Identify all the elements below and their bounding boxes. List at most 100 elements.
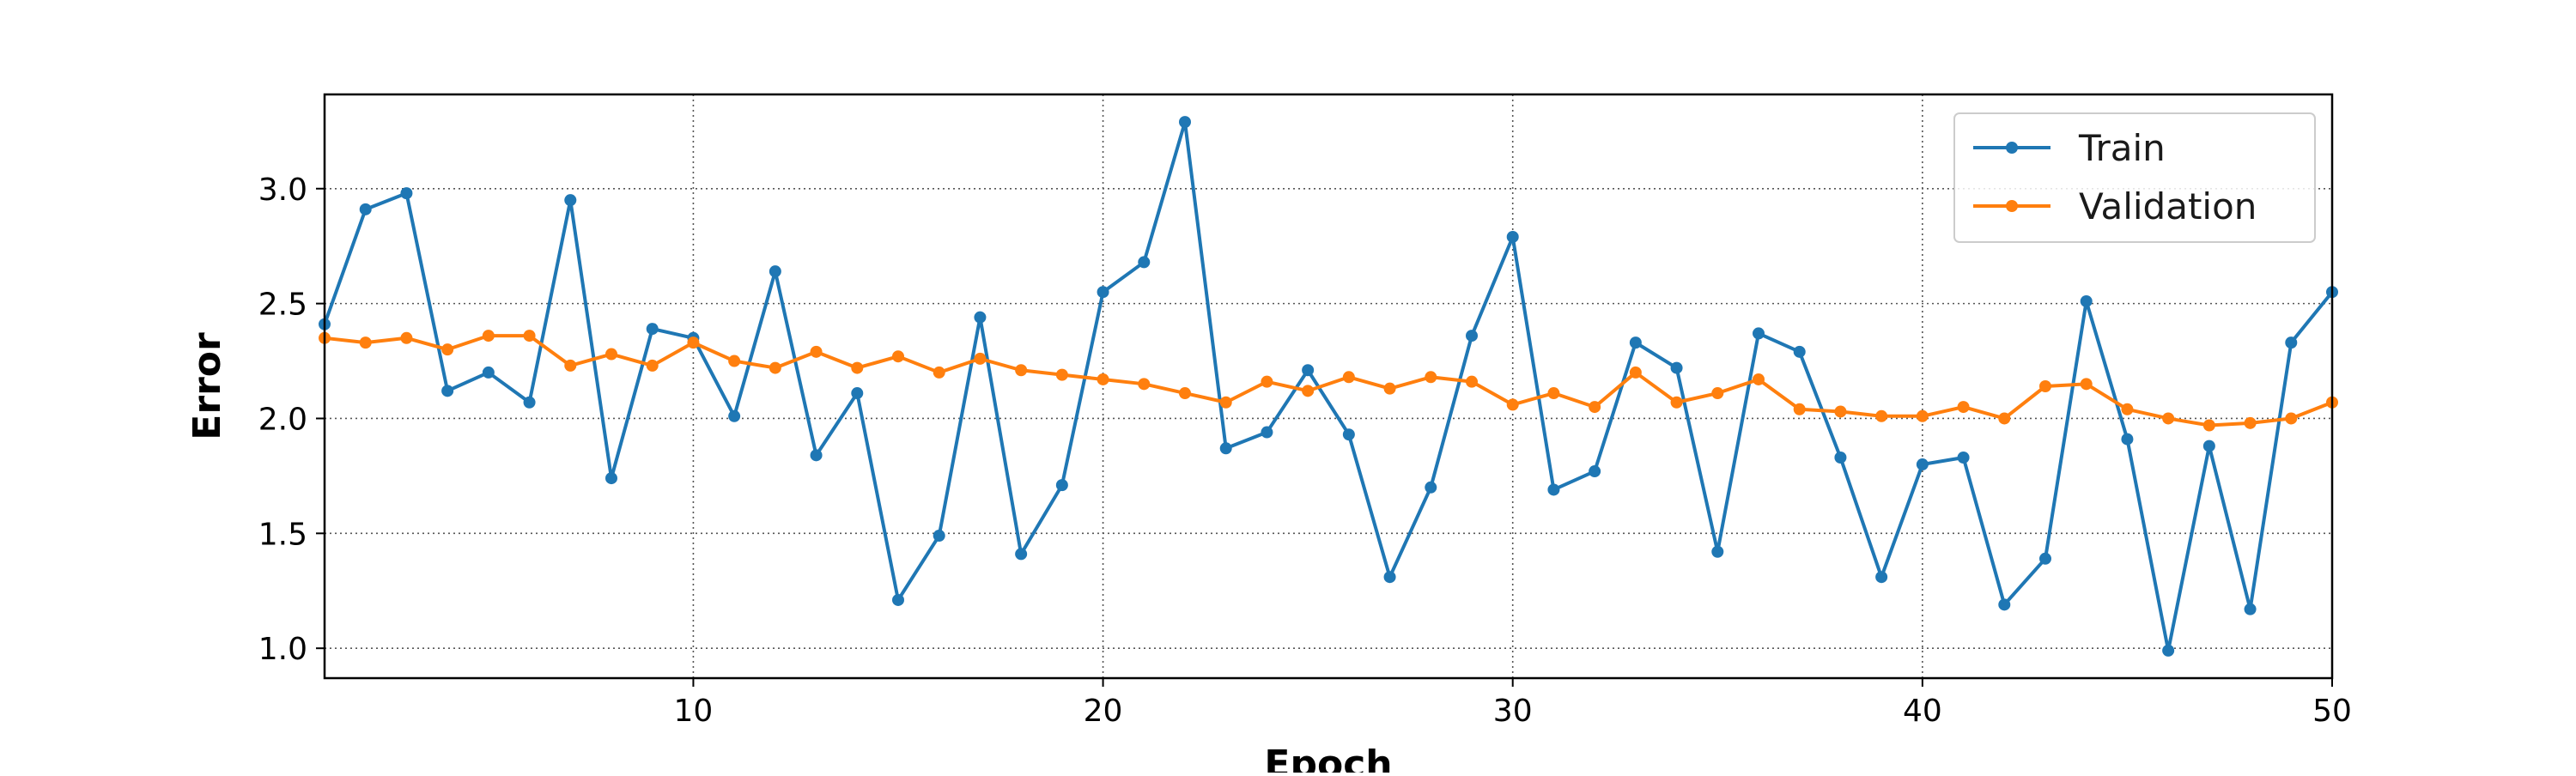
- data-point: [1097, 373, 1109, 385]
- data-point: [1629, 366, 1642, 379]
- data-point: [2244, 603, 2257, 615]
- data-point: [1506, 398, 1519, 411]
- data-point: [1589, 465, 1601, 478]
- series-layer: [319, 116, 2338, 657]
- data-point: [564, 194, 577, 207]
- legend-entry-train: Train: [1973, 127, 2166, 169]
- data-point: [359, 336, 372, 349]
- data-point: [605, 472, 617, 485]
- data-point: [646, 323, 659, 336]
- data-point: [2121, 433, 2134, 446]
- x-tick-label: 40: [1903, 694, 1942, 729]
- data-point: [1138, 378, 1151, 391]
- data-point: [2162, 412, 2175, 425]
- data-point: [1302, 385, 1315, 397]
- data-point: [1834, 451, 1847, 464]
- y-tick-label: 1.5: [258, 517, 307, 552]
- data-point: [1383, 382, 1396, 395]
- data-point: [728, 355, 741, 367]
- data-point: [1466, 375, 1478, 388]
- data-point: [1055, 479, 1068, 492]
- data-point: [892, 350, 904, 363]
- data-point: [769, 361, 781, 374]
- data-point: [2285, 336, 2298, 349]
- data-point: [1793, 403, 1806, 415]
- y-axis-title: Error: [185, 332, 229, 440]
- data-point: [2039, 552, 2051, 565]
- series-line: [323, 120, 2334, 652]
- data-point: [1466, 330, 1478, 343]
- data-point: [564, 359, 577, 372]
- data-point: [2039, 380, 2051, 392]
- data-point: [1629, 336, 1642, 349]
- data-point: [728, 409, 741, 422]
- data-point: [974, 352, 987, 365]
- axis-ticks: 10 20 30 40 50 1.0 1.5 2.0 2.5 3.0: [258, 173, 2352, 729]
- data-point: [1998, 412, 2011, 425]
- data-point: [400, 187, 413, 200]
- data-point: [1261, 426, 1273, 439]
- data-point: [687, 336, 700, 349]
- data-point: [1793, 345, 1806, 358]
- x-tick-label: 10: [674, 694, 714, 729]
- data-point: [2285, 412, 2298, 425]
- data-point: [1342, 428, 1355, 441]
- legend: Train Validation: [1953, 112, 2316, 243]
- data-point: [2162, 644, 2175, 657]
- data-point: [1753, 373, 1765, 385]
- data-point: [1711, 387, 1724, 400]
- legend-marker: [2006, 142, 2018, 154]
- x-tick-label: 50: [2312, 694, 2352, 729]
- data-point: [1015, 364, 1028, 377]
- data-point: [523, 396, 536, 409]
- legend-label: Train: [2078, 127, 2166, 169]
- y-tick-label: 2.5: [258, 288, 307, 323]
- data-point: [1753, 327, 1765, 340]
- data-point: [1219, 442, 1232, 455]
- data-point: [1916, 409, 1929, 422]
- x-tick-label: 30: [1493, 694, 1533, 729]
- data-point: [1138, 256, 1151, 269]
- data-point: [441, 385, 454, 397]
- data-point: [933, 366, 945, 379]
- x-axis-title: Epoch: [1264, 743, 1392, 773]
- data-point: [769, 265, 781, 278]
- data-point: [1916, 458, 1929, 471]
- data-point: [482, 366, 495, 379]
- data-point: [974, 311, 987, 324]
- plot-frame: [323, 93, 2334, 680]
- data-point: [400, 331, 413, 344]
- data-point: [892, 593, 904, 606]
- data-point: [1547, 387, 1560, 400]
- data-point: [2121, 403, 2134, 415]
- data-point: [1097, 286, 1109, 299]
- data-point: [1425, 481, 1437, 494]
- legend-box: [1953, 112, 2316, 243]
- data-point: [851, 387, 864, 400]
- series-train: [319, 116, 2338, 657]
- y-tick-label: 2.0: [258, 402, 307, 437]
- data-point: [1055, 368, 1068, 381]
- data-point: [1383, 571, 1396, 584]
- data-point: [1179, 116, 1191, 129]
- data-point: [523, 330, 536, 343]
- data-point: [1957, 401, 1970, 414]
- series-line: [324, 334, 2333, 427]
- data-point: [1875, 571, 1888, 584]
- data-point: [1957, 451, 1970, 464]
- data-point: [2202, 440, 2215, 452]
- data-point: [1589, 401, 1601, 414]
- data-point: [1261, 375, 1273, 388]
- data-point: [1302, 364, 1315, 377]
- data-point: [2202, 419, 2215, 432]
- data-point: [2244, 416, 2257, 429]
- data-point: [1875, 409, 1888, 422]
- series-validation: [319, 330, 2338, 432]
- data-point: [1547, 483, 1560, 496]
- legend-entry-validation: Validation: [1973, 185, 2257, 227]
- data-point: [1506, 230, 1519, 243]
- data-point: [851, 361, 864, 374]
- data-point: [933, 530, 945, 543]
- data-point: [810, 345, 823, 358]
